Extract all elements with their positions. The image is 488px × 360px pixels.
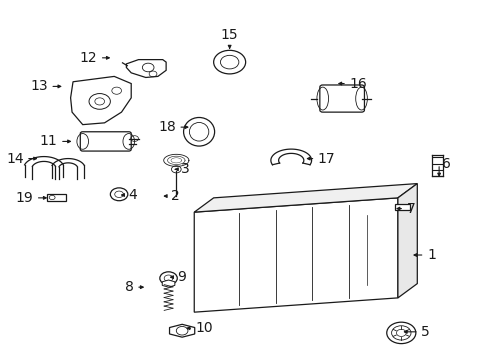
Text: 16: 16 (349, 77, 366, 91)
Text: 4: 4 (128, 188, 137, 202)
Polygon shape (169, 324, 194, 337)
Text: 13: 13 (30, 80, 48, 93)
Text: 10: 10 (195, 321, 213, 335)
Text: 8: 8 (124, 280, 133, 294)
Polygon shape (397, 184, 416, 298)
Text: 9: 9 (177, 270, 186, 284)
Text: 3: 3 (180, 162, 189, 176)
Polygon shape (194, 198, 397, 312)
Text: 2: 2 (171, 189, 180, 203)
Text: 17: 17 (317, 152, 335, 166)
Text: 1: 1 (426, 248, 435, 262)
Polygon shape (194, 184, 416, 212)
Bar (394, 204, 409, 210)
Text: 7: 7 (406, 202, 414, 216)
Bar (47, 194, 65, 202)
Text: 6: 6 (441, 157, 449, 171)
Text: 12: 12 (80, 51, 97, 65)
FancyBboxPatch shape (80, 132, 131, 151)
Text: 5: 5 (420, 325, 429, 339)
Text: 14: 14 (6, 152, 23, 166)
Text: 11: 11 (40, 134, 58, 148)
Text: 18: 18 (158, 120, 176, 134)
Polygon shape (162, 280, 175, 287)
Text: 19: 19 (16, 191, 33, 205)
Text: 15: 15 (221, 28, 238, 42)
FancyBboxPatch shape (319, 85, 364, 112)
